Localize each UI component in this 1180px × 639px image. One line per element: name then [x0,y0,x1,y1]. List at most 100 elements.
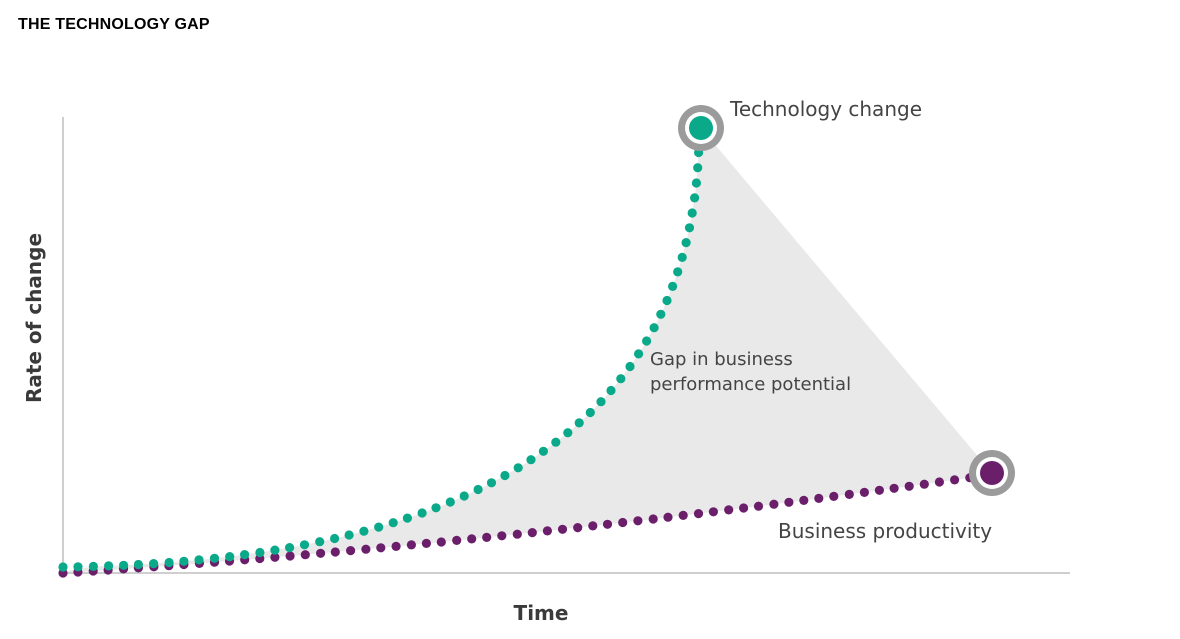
business-curve-dot [482,532,492,543]
technology-curve-dot [690,193,700,203]
technology-curve-dot [585,407,595,418]
gap-area [63,128,992,573]
business-curve-dot [391,541,401,552]
technology-curve-dot [616,374,626,384]
technology-curve-dot [649,323,659,333]
technology-curve-dot [684,223,695,233]
business-curve-dot [859,487,870,497]
technology-curve-dot [285,543,295,553]
technology-curve-dot [225,552,235,562]
technology-curve-dot [344,530,354,540]
business-curve-dot [557,524,568,534]
technology-change-curve [58,147,704,572]
technology-curve-dot [88,561,98,572]
technology-curve-dot [149,559,159,569]
technology-curve-dot [691,178,702,188]
technology-curve-dot [538,446,549,456]
page-title: THE TECHNOLOGY GAP [18,16,210,33]
technology-curve-dot [315,537,325,547]
business-curve-dot [542,526,553,536]
gap-label-line2: performance potential [650,374,851,395]
business-curve-dot [573,523,583,533]
technology-curve-dot [656,309,666,319]
technology-curve-dot [299,540,310,550]
business-curve-dot [436,537,446,547]
y-axis-label: Rate of change [22,233,46,403]
business-curve-dot [330,547,340,557]
business-curve-dot [950,475,960,485]
business-curve-dot [739,503,749,513]
business-curve-dot [270,552,280,562]
technology-curve-dot [596,397,606,407]
technology-curve-dot [209,553,220,563]
business-curve-dot [512,529,522,539]
technology-curve-dot [693,163,703,173]
business-curve-dot [497,531,507,541]
technology-curve-dot [374,522,384,532]
technology-curve-dot [563,428,573,438]
technology-curve-dot [179,556,189,566]
business-curve-dot [934,477,945,487]
technology-curve-dot [73,562,83,572]
business-curve-dot [527,528,537,538]
technology-curve-dot [513,463,523,473]
technology-curve-dot [388,518,398,528]
business-curve-dot [724,505,734,515]
technology-curve-dot [104,561,114,571]
technology-curve-dot [164,557,174,568]
technology-curve-dot [359,526,369,536]
business-curve-dot [452,535,462,546]
technology-curve-dot [574,418,584,428]
business-curve-dot [285,551,295,561]
business-curve-dot [633,516,643,526]
technology-curve-dot [500,470,510,481]
technology-curve-dot [662,295,672,306]
technology-curve-dot [673,267,683,277]
business-curve-dot [799,495,809,505]
technology-curve-dot [551,437,561,447]
business-curve-dot [708,507,719,517]
technology-curve-dot [194,555,204,565]
technology-curve-dot [417,508,427,518]
technology-curve-dot [625,361,635,372]
business-curve-dot [406,540,416,550]
business-curve-dot [769,499,779,509]
technology-endpoint-marker [678,105,724,151]
business-curve-dot [829,491,839,501]
business-curve-dot [753,501,764,511]
business-curve-dot [814,493,824,503]
business-curve-dot [376,543,386,553]
gap-label-line1: Gap in business [650,349,793,370]
business-curve-dot [618,517,628,528]
business-curve-dot [678,510,688,520]
technology-curve-dot [687,208,697,218]
technology-change-label: Technology change [729,97,922,121]
business-curve-dot [588,521,598,531]
technology-curve-dot [526,455,536,465]
business-curve-dot [602,519,613,529]
technology-curve-dot [119,560,129,570]
technology-curve-dot [133,559,143,570]
technology-curve-dot [606,385,616,396]
technology-curve-dot [668,281,678,291]
business-curve-dot [693,508,704,519]
technology-curve-dot [677,252,687,262]
business-curve-dot [300,550,310,560]
business-curve-dot [467,534,477,544]
technology-curve-dot [681,238,691,248]
technology-curve-dot [445,497,455,507]
business-curve-dot [844,489,854,499]
x-axis-label: Time [514,601,569,625]
business-curve-dot [648,514,658,524]
business-curve-dot [361,544,371,554]
technology-curve-dot [486,478,497,488]
technology-curve-dot [240,550,250,560]
technology-curve-dot [459,491,469,501]
business-curve-dot [919,479,929,489]
technology-curve-dot [255,547,265,558]
technology-curve-dot [473,484,483,495]
business-curve-dot [784,497,794,507]
business-productivity-label: Business productivity [778,519,992,543]
business-curve-dot [889,483,899,493]
